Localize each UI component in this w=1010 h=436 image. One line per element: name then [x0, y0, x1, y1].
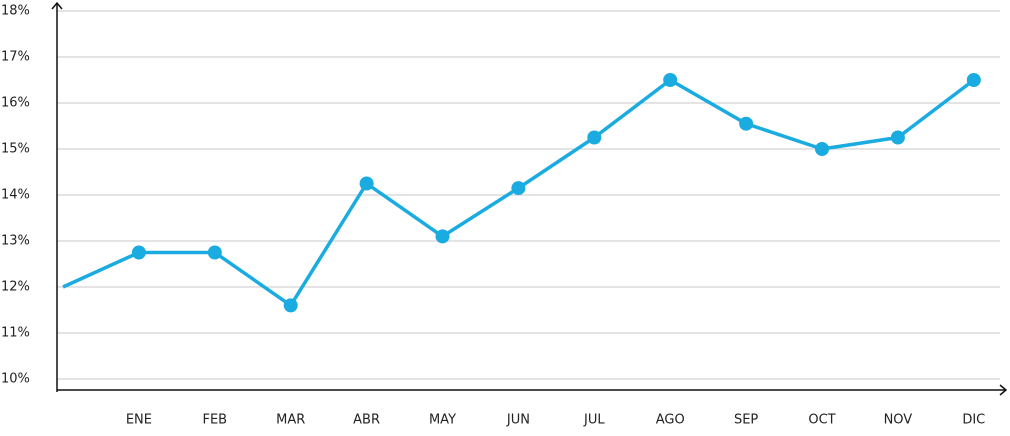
- point: [966, 73, 981, 87]
- point: [131, 245, 146, 260]
- y-tick-label: 11%: [1, 326, 30, 341]
- x-tick-label: NOV: [884, 413, 913, 428]
- point: [815, 142, 829, 156]
- y-tick-label: 16%: [1, 96, 30, 111]
- y-tick-label: 15%: [1, 142, 30, 157]
- x-tick-label: MAR: [276, 413, 305, 428]
- x-tick-label: DIC: [962, 413, 985, 428]
- point: [663, 73, 678, 87]
- point: [587, 130, 602, 145]
- point: [435, 229, 450, 244]
- x-tick-label: FEB: [202, 413, 227, 428]
- x-tick-label: ENE: [126, 413, 152, 428]
- y-tick-label: 13%: [1, 234, 30, 249]
- x-axis-arrow: [999, 384, 1008, 396]
- y-tick-label: 17%: [1, 50, 30, 65]
- x-tick-label: ABR: [353, 413, 380, 428]
- point: [739, 116, 754, 131]
- x-tick-label: OCT: [808, 413, 835, 428]
- point: [283, 298, 298, 313]
- point: [207, 245, 222, 260]
- point: [890, 130, 905, 145]
- x-tick-label: JUN: [506, 413, 530, 428]
- point: [511, 181, 526, 196]
- y-tick-label: 18%: [1, 4, 30, 19]
- x-tick-label: MAY: [429, 413, 456, 428]
- y-tick-label: 14%: [1, 188, 30, 203]
- y-tick-label: 12%: [1, 280, 30, 295]
- x-tick-label: SEP: [734, 413, 758, 428]
- x-tick-label: AGO: [656, 413, 685, 428]
- x-tick-label: JUL: [583, 413, 605, 428]
- y-tick-label: 10%: [1, 372, 30, 387]
- y-axis-arrow: [51, 1, 63, 10]
- point: [359, 176, 374, 191]
